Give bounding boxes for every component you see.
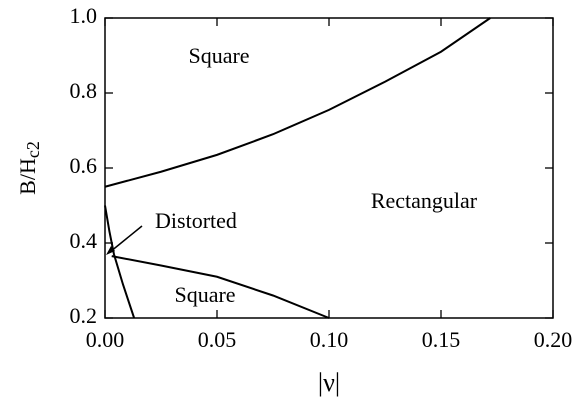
annotation-arrow [109,225,143,253]
y-tick-label: 0.4 [70,228,98,253]
y-label-main: B/H [15,158,40,195]
x-axis-label: |ν| [318,368,340,397]
region-label: Rectangular [371,188,478,213]
x-tick-label: 0.05 [198,327,237,352]
region-label: Square [174,282,235,307]
x-tick-label: 0.00 [86,327,125,352]
x-tick-label: 0.20 [534,327,573,352]
y-axis-label: B/Hc2 [15,141,43,195]
y-tick-label: 0.2 [70,303,98,328]
y-tick-label: 0.6 [70,153,98,178]
phase-boundary [111,255,330,319]
phase-boundary [104,17,491,188]
region-label: Square [188,43,249,68]
x-tick-label: 0.10 [310,327,349,352]
y-tick-label: 0.8 [70,78,98,103]
region-label: Distorted [155,208,237,233]
phase-boundary [104,205,136,319]
y-tick-label: 1.0 [70,3,98,28]
x-tick-label: 0.15 [422,327,461,352]
y-label-sub: c2 [23,141,43,158]
